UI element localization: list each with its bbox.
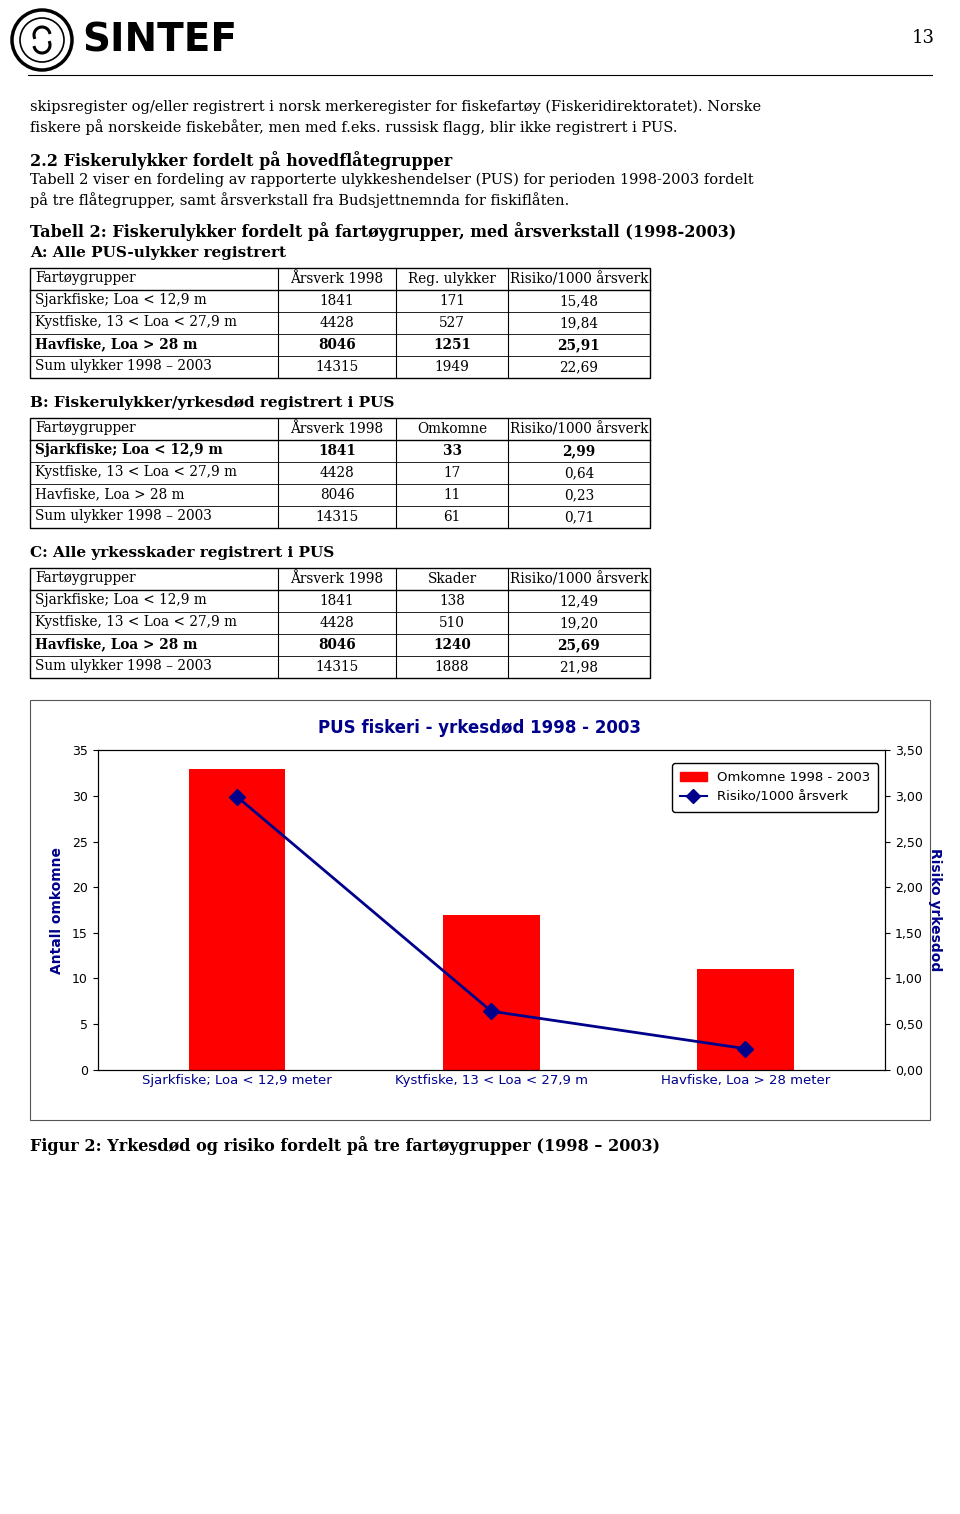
Text: A: Alle PUS-ulykker registrert: A: Alle PUS-ulykker registrert: [30, 245, 286, 260]
Bar: [30, 568, 650, 678]
Text: 8046: 8046: [320, 488, 354, 503]
Text: 14315: 14315: [316, 360, 359, 374]
Text: 2,99: 2,99: [563, 444, 595, 459]
Text: 1240: 1240: [433, 637, 470, 653]
Text: Risiko/1000 årsverk: Risiko/1000 årsverk: [510, 422, 648, 436]
Text: Kystfiske, 13 < Loa < 27,9 m: Kystfiske, 13 < Loa < 27,9 m: [35, 315, 237, 329]
Text: Sum ulykker 1998 – 2003: Sum ulykker 1998 – 2003: [35, 359, 212, 372]
Text: 14315: 14315: [316, 510, 359, 524]
Text: Fartøygrupper: Fartøygrupper: [35, 421, 135, 435]
Text: 21,98: 21,98: [560, 660, 598, 674]
Text: Sjarkfiske; Loa < 12,9 m: Sjarkfiske; Loa < 12,9 m: [35, 593, 206, 607]
Text: 19,20: 19,20: [560, 616, 598, 630]
Legend: Omkomne 1998 - 2003, Risiko/1000 årsverk: Omkomne 1998 - 2003, Risiko/1000 årsverk: [672, 763, 878, 812]
Text: Årsverk 1998: Årsverk 1998: [291, 273, 384, 286]
Text: 8046: 8046: [318, 637, 356, 653]
Text: 25,69: 25,69: [558, 637, 600, 653]
Text: 1841: 1841: [320, 294, 354, 307]
Text: B: Fiskerulykker/yrkesdød registrert i PUS: B: Fiskerulykker/yrkesdød registrert i P…: [30, 397, 395, 410]
Bar: [189, 769, 285, 1069]
Text: 138: 138: [439, 593, 465, 609]
Text: 1949: 1949: [435, 360, 469, 374]
Text: Reg. ulykker: Reg. ulykker: [408, 273, 496, 286]
Text: Havfiske, Loa > 28 m: Havfiske, Loa > 28 m: [35, 637, 198, 651]
Text: SINTEF: SINTEF: [82, 21, 237, 59]
Text: 33: 33: [443, 444, 462, 459]
Bar: [30, 418, 650, 528]
Bar: [30, 699, 930, 1120]
Text: 11: 11: [444, 488, 461, 503]
Text: C: Alle yrkesskader registrert i PUS: C: Alle yrkesskader registrert i PUS: [30, 547, 334, 560]
Text: Kystfiske, 13 < Loa < 27,9 m: Kystfiske, 13 < Loa < 27,9 m: [35, 465, 237, 478]
Bar: [443, 914, 540, 1069]
Text: 0,64: 0,64: [564, 466, 594, 480]
Text: Årsverk 1998: Årsverk 1998: [291, 572, 384, 586]
Text: 15,48: 15,48: [560, 294, 598, 307]
Text: Havfiske, Loa > 28 m: Havfiske, Loa > 28 m: [35, 338, 198, 351]
Text: Fartøygrupper: Fartøygrupper: [35, 271, 135, 285]
Text: Tabell 2: Fiskerulykker fordelt på fartøygrupper, med årsverkstall (1998-2003): Tabell 2: Fiskerulykker fordelt på fartø…: [30, 223, 736, 241]
Text: 22,69: 22,69: [560, 360, 598, 374]
Text: 19,84: 19,84: [560, 316, 599, 330]
Text: 8046: 8046: [318, 338, 356, 351]
Text: Årsverk 1998: Årsverk 1998: [291, 422, 384, 436]
Text: 17: 17: [444, 466, 461, 480]
Text: fiskere på norskeide fiskebåter, men med f.eks. russisk flagg, blir ikke registr: fiskere på norskeide fiskebåter, men med…: [30, 120, 678, 135]
Text: Tabell 2 viser en fordeling av rapporterte ulykkeshendelser (PUS) for perioden 1: Tabell 2 viser en fordeling av rapporter…: [30, 173, 754, 188]
Text: på tre flåtegrupper, samt årsverkstall fra Budsjettnemnda for fiskiflåten.: på tre flåtegrupper, samt årsverkstall f…: [30, 192, 569, 207]
Text: skipsregister og/eller registrert i norsk merkeregister for fiskefartøy (Fiskeri: skipsregister og/eller registrert i nors…: [30, 100, 761, 115]
Text: Kystfiske, 13 < Loa < 27,9 m: Kystfiske, 13 < Loa < 27,9 m: [35, 615, 237, 628]
Text: 171: 171: [439, 294, 465, 307]
Text: 510: 510: [439, 616, 465, 630]
Text: Omkomne: Omkomne: [417, 422, 487, 436]
Text: Skader: Skader: [427, 572, 476, 586]
Text: Sjarkfiske; Loa < 12,9 m: Sjarkfiske; Loa < 12,9 m: [35, 294, 206, 307]
Text: 1251: 1251: [433, 338, 471, 351]
Bar: [697, 969, 794, 1069]
Bar: [30, 268, 650, 378]
Text: 4428: 4428: [320, 466, 354, 480]
Text: 0,71: 0,71: [564, 510, 594, 524]
Text: 25,91: 25,91: [558, 338, 600, 351]
Text: 61: 61: [444, 510, 461, 524]
Text: Sum ulykker 1998 – 2003: Sum ulykker 1998 – 2003: [35, 509, 212, 522]
Text: Sjarkfiske; Loa < 12,9 m: Sjarkfiske; Loa < 12,9 m: [35, 444, 223, 457]
Text: Fartøygrupper: Fartøygrupper: [35, 571, 135, 584]
Text: 2.2 Fiskerulykker fordelt på hovedflåtegrupper: 2.2 Fiskerulykker fordelt på hovedflåteg…: [30, 151, 452, 170]
Text: 13: 13: [912, 29, 935, 47]
Text: Havfiske, Loa > 28 m: Havfiske, Loa > 28 m: [35, 488, 184, 501]
Text: 0,23: 0,23: [564, 488, 594, 503]
Text: 1841: 1841: [318, 444, 356, 459]
Y-axis label: Antall omkomne: Antall omkomne: [50, 846, 63, 974]
Text: Sum ulykker 1998 – 2003: Sum ulykker 1998 – 2003: [35, 659, 212, 674]
Text: 4428: 4428: [320, 316, 354, 330]
Text: Risiko/1000 årsverk: Risiko/1000 årsverk: [510, 572, 648, 586]
Text: 14315: 14315: [316, 660, 359, 674]
Text: 1841: 1841: [320, 593, 354, 609]
Text: PUS fiskeri - yrkesdød 1998 - 2003: PUS fiskeri - yrkesdød 1998 - 2003: [319, 719, 641, 737]
Y-axis label: Risiko yrkesdod: Risiko yrkesdod: [928, 848, 942, 972]
Text: Figur 2: Yrkesdød og risiko fordelt på tre fartøygrupper (1998 – 2003): Figur 2: Yrkesdød og risiko fordelt på t…: [30, 1136, 660, 1155]
Text: 527: 527: [439, 316, 465, 330]
Text: 12,49: 12,49: [560, 593, 599, 609]
Text: Risiko/1000 årsverk: Risiko/1000 årsverk: [510, 273, 648, 286]
Text: 4428: 4428: [320, 616, 354, 630]
Text: 1888: 1888: [435, 660, 469, 674]
